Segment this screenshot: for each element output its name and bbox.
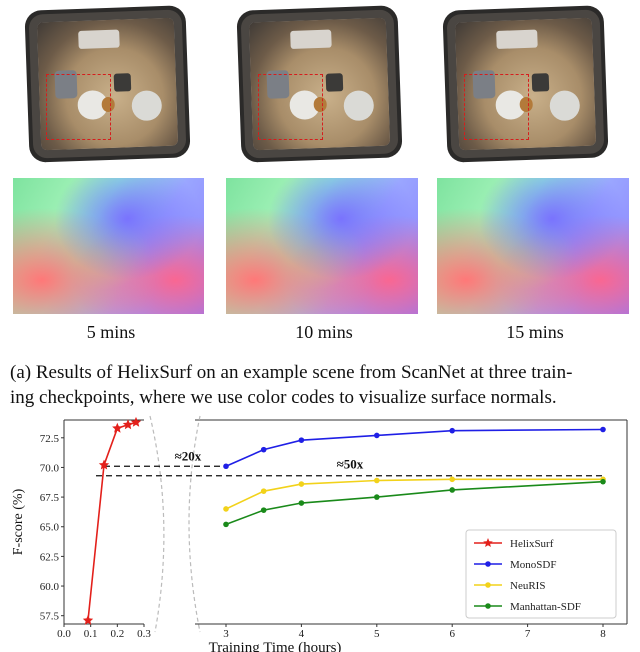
- annotation-50x: ≈50x: [337, 457, 364, 472]
- checkpoint-label: 10 mins: [295, 322, 353, 342]
- data-point: [449, 427, 456, 434]
- legend-label: NeuRIS: [510, 580, 545, 592]
- x-tick-label: 0.2: [110, 628, 124, 640]
- checkpoint-label: 5 mins: [86, 322, 136, 342]
- axis-break-arc: [188, 415, 201, 633]
- y-axis-label: F-score (%): [11, 488, 26, 555]
- data-point: [298, 500, 305, 506]
- data-point: [449, 476, 456, 483]
- x-tick-label: 8: [600, 628, 606, 640]
- data-point-star: [98, 459, 110, 470]
- y-tick-label: 57.5: [40, 611, 60, 623]
- normal-map-5-mins: [13, 178, 204, 314]
- y-tick-label: 60.0: [40, 581, 60, 593]
- legend-marker: [485, 582, 491, 588]
- x-axis-label: Training Time (hours): [209, 640, 342, 652]
- y-tick-label: 62.5: [40, 551, 60, 563]
- axis-break-arc: [149, 415, 165, 633]
- legend-marker: [485, 603, 491, 609]
- x-tick-label: 5: [374, 628, 380, 640]
- highlight-box: [258, 74, 323, 141]
- x-tick-label: 7: [525, 628, 531, 640]
- x-tick-label: 0.1: [84, 628, 98, 640]
- highlight-box: [46, 74, 111, 141]
- data-point: [600, 478, 606, 485]
- checkpoint-label: 15 mins: [506, 322, 564, 342]
- normal-map-10-mins: [226, 178, 418, 314]
- series-line-neuris: [225, 478, 603, 510]
- data-point-star: [122, 419, 134, 430]
- data-point: [223, 463, 229, 470]
- y-tick-label: 70.0: [40, 462, 60, 474]
- data-point-star: [130, 416, 142, 427]
- reconstruction-15-mins: [430, 4, 620, 164]
- y-tick-label: 67.5: [40, 492, 60, 504]
- data-point: [260, 446, 267, 453]
- x-tick-label: 0.0: [57, 628, 71, 640]
- series-line-manhattan-sdf: [225, 480, 604, 526]
- highlight-box: [464, 74, 529, 141]
- fscore-chart: 57.5 60.0 62.5 65.0 67.5 70.0 72.5 0.0 0.1 0.2 0.3…: [11, 415, 628, 652]
- x-tick-label: 6: [449, 628, 455, 640]
- reconstruction-5-mins: [12, 4, 202, 164]
- data-point: [374, 494, 380, 500]
- legend-label: Manhattan-SDF: [510, 601, 581, 613]
- y-tick-label: 72.5: [40, 433, 60, 445]
- series-line-helixsurf: [87, 421, 137, 621]
- x-tick-label: 3: [223, 628, 229, 640]
- reconstruction-10-mins: [224, 4, 414, 164]
- data-point: [298, 481, 305, 487]
- caption-line: (a) Results of HelixSurf on an example s…: [10, 362, 573, 383]
- annotation-20x: ≈20x: [175, 448, 202, 463]
- legend-label: MonoSDF: [510, 559, 556, 571]
- data-point: [449, 487, 456, 493]
- data-point: [374, 477, 380, 484]
- caption-line: ing checkpoints, where we use color code…: [10, 387, 557, 408]
- data-point: [374, 432, 380, 439]
- data-point: [600, 426, 606, 433]
- data-point: [223, 506, 229, 512]
- data-point-star: [483, 538, 493, 547]
- normal-map-15-mins: [437, 178, 629, 314]
- series-line-monosdf: [225, 428, 604, 467]
- data-point: [298, 437, 305, 443]
- x-tick-label: 0.3: [137, 628, 151, 640]
- y-tick-label: 65.0: [40, 522, 60, 534]
- data-point: [260, 488, 267, 494]
- data-point: [223, 521, 229, 528]
- legend-box: [465, 529, 617, 619]
- legend-label: HelixSurf: [510, 538, 554, 550]
- legend-marker: [485, 561, 491, 567]
- x-tick-label: 4: [299, 628, 305, 640]
- data-point: [260, 507, 267, 513]
- figure-caption: (a) Results of HelixSurf on an example s…: [10, 360, 630, 410]
- data-point-star: [112, 422, 123, 433]
- data-point-star: [82, 614, 94, 625]
